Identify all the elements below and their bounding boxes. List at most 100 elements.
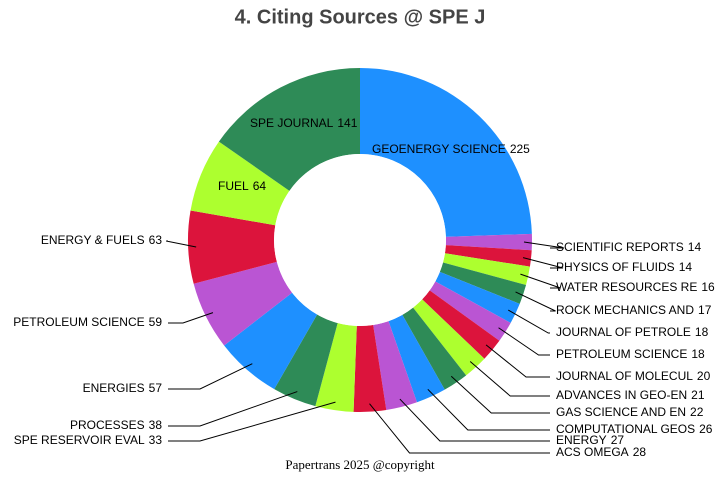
leader-line [508, 309, 550, 334]
leader-line [369, 403, 550, 454]
leader-line [469, 361, 550, 397]
label-name: ENERGY [556, 433, 607, 447]
label-name: ENERGIES [83, 381, 145, 395]
slice-label: SPE JOURNAL 141 [250, 116, 358, 130]
leader-line [166, 240, 197, 248]
label-name: ENERGY & FUELS [41, 233, 145, 247]
leader-line [450, 375, 550, 414]
slice [187, 210, 277, 284]
labels: GEOENERGY SCIENCE 225 SCIENTIFIC REPORTS 14… [13, 116, 715, 459]
label-value: 21 [691, 388, 705, 402]
label-name: PROCESSES [70, 418, 145, 432]
slice-label: SCIENTIFIC REPORTS 14 [556, 240, 701, 254]
slice [353, 324, 387, 412]
slice-label: WATER RESOURCES RE 16 [556, 280, 715, 294]
slice-label: ENERGY & FUELS 63 [41, 233, 162, 247]
leader-line [522, 257, 564, 269]
label-name: WATER RESOURCES RE [556, 280, 697, 294]
slice-label: PROCESSES 38 [70, 418, 162, 432]
label-name: SPE RESERVOIR EVAL [14, 433, 145, 447]
label-value: 26 [699, 422, 713, 436]
slice-label: ACS OMEGA 28 [556, 445, 646, 459]
leader-line [498, 327, 550, 356]
label-value: 20 [697, 369, 711, 383]
label-name: ROCK MECHANICS AND [556, 303, 694, 317]
slice-label: ENERGIES 57 [83, 381, 163, 395]
label-name: GEOENERGY SCIENCE [372, 142, 506, 156]
slice [190, 141, 290, 226]
slice-label: GEOENERGY SCIENCE 225 [372, 142, 530, 156]
slice [439, 262, 527, 304]
slice-label: JOURNAL OF MOLECUL 20 [556, 369, 711, 383]
leader-line [427, 388, 550, 431]
label-name: GAS SCIENCE AND EN [556, 405, 686, 419]
label-value: 14 [688, 240, 702, 254]
label-name: FUEL [218, 179, 249, 193]
label-value: 57 [149, 381, 163, 395]
label-value: 16 [701, 280, 715, 294]
label-value: 225 [510, 142, 530, 156]
chart-title: 4. Citing Sources @ SPE J [235, 6, 486, 28]
slice [413, 299, 485, 376]
slice-label: ENERGY 27 [556, 433, 624, 447]
slice-label: ADVANCES IN GEO-EN 21 [556, 388, 705, 402]
slice-label: PHYSICS OF FLUIDS 14 [556, 260, 692, 274]
label-name: JOURNAL OF PETROLE [556, 325, 691, 339]
label-value: 59 [149, 315, 163, 329]
label-name: SPE JOURNAL [250, 116, 334, 130]
slice-label: JOURNAL OF PETROLE 18 [556, 325, 709, 339]
label-name: JOURNAL OF MOLECUL [556, 369, 693, 383]
slice-label: PETROLEUM SCIENCE 59 [13, 315, 162, 329]
leader-line [399, 398, 550, 442]
slice [422, 290, 500, 359]
label-value: 63 [149, 233, 163, 247]
label-value: 28 [633, 445, 647, 459]
label-name: PETROLEUM SCIENCE [556, 347, 687, 361]
label-value: 17 [698, 303, 712, 317]
label-name: ACS OMEGA [556, 445, 629, 459]
leader-line [523, 241, 565, 249]
leader-line [168, 312, 214, 324]
slice-label: SPE RESERVOIR EVAL 33 [14, 433, 163, 447]
slice [315, 323, 357, 412]
slice-label: FUEL 64 [218, 179, 266, 193]
slice [193, 261, 293, 346]
label-name: ADVANCES IN GEO-EN [556, 388, 687, 402]
slice-label: ROCK MECHANICS AND 17 [556, 303, 712, 317]
leader-line [515, 291, 556, 312]
slice [224, 292, 318, 390]
slice-label: GAS SCIENCE AND EN 22 [556, 405, 704, 419]
slice [435, 271, 520, 323]
label-name: SCIENTIFIC REPORTS [556, 240, 684, 254]
label-name: COMPUTATIONAL GEOS [556, 422, 695, 436]
leader-line [520, 273, 561, 289]
slice [373, 321, 417, 410]
label-value: 18 [691, 347, 705, 361]
slice [388, 314, 445, 403]
slice [274, 314, 338, 407]
label-value: 27 [611, 433, 625, 447]
slice-label: PETROLEUM SCIENCE 18 [556, 347, 705, 361]
label-value: 64 [253, 179, 267, 193]
donut-hole [274, 154, 446, 326]
slice [429, 281, 511, 341]
leader-line [168, 363, 253, 390]
footer: Papertrans 2025 @copyright [285, 457, 435, 472]
slice [218, 68, 360, 191]
label-value: 141 [337, 116, 357, 130]
label-value: 18 [695, 325, 709, 339]
slice [443, 253, 530, 285]
leader-line [168, 391, 298, 427]
label-name: PHYSICS OF FLUIDS [556, 260, 675, 274]
label-value: 14 [679, 260, 693, 274]
slice [445, 233, 532, 251]
label-value: 38 [149, 418, 163, 432]
leader-line [485, 344, 550, 378]
slices [187, 68, 532, 412]
slice [444, 245, 532, 267]
slice [360, 68, 532, 237]
label-name: PETROLEUM SCIENCE [13, 315, 144, 329]
label-value: 22 [690, 405, 704, 419]
slice-label: COMPUTATIONAL GEOS 26 [556, 422, 713, 436]
